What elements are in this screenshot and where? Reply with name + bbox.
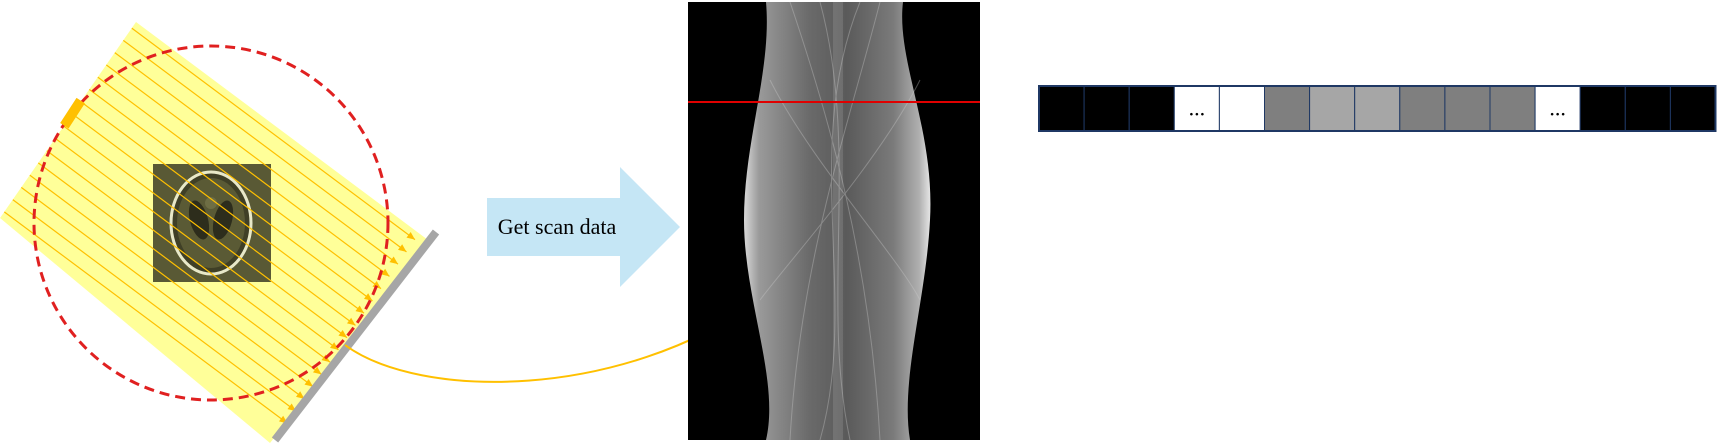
ray-arrow-head xyxy=(295,391,305,399)
phantom-image xyxy=(153,164,271,282)
value-cell xyxy=(1624,85,1671,132)
ray-line xyxy=(63,125,348,339)
sinogram-image xyxy=(688,1,980,441)
ray-line xyxy=(37,162,322,375)
arrow-label: Get scan data xyxy=(498,214,617,239)
ray-arrow-head xyxy=(406,231,415,240)
ray-arrow-head xyxy=(363,293,373,301)
detector-value-row: ...... xyxy=(1038,85,1717,132)
value-cell xyxy=(1489,85,1536,132)
value-cell xyxy=(1083,85,1130,132)
x-ray-rays xyxy=(3,27,416,424)
cell-row-border xyxy=(1038,85,1717,132)
ray-arrow-head xyxy=(338,329,347,338)
value-cell xyxy=(1444,85,1491,132)
value-cell xyxy=(1128,85,1175,132)
value-cell xyxy=(1399,85,1446,132)
ray-arrow-head xyxy=(389,256,398,265)
ray-line xyxy=(97,76,382,290)
ray-arrow-head xyxy=(312,366,322,375)
sinogram-traces xyxy=(759,1,921,441)
ray-line xyxy=(105,64,390,277)
value-cell xyxy=(1309,85,1356,132)
value-cell xyxy=(1218,85,1266,132)
source-orbit xyxy=(32,44,390,402)
ray-arrow-head xyxy=(397,244,407,252)
arrow-shape xyxy=(487,167,680,287)
ray-line xyxy=(131,27,416,241)
ray-arrow-head xyxy=(355,305,364,314)
ray-arrow-head xyxy=(380,268,390,277)
value-cell xyxy=(1669,85,1717,132)
ray-line xyxy=(3,211,288,424)
ray-line xyxy=(71,113,356,326)
ray-arrow-head xyxy=(346,317,356,326)
sinogram-band xyxy=(744,2,931,440)
get-scan-data-arrow: Get scan data xyxy=(487,167,680,287)
ray-arrow-head xyxy=(329,342,339,350)
ray-line xyxy=(80,101,365,314)
ray-line xyxy=(46,150,331,363)
value-cell xyxy=(1354,85,1401,132)
ray-line xyxy=(122,39,407,253)
detector-panel xyxy=(271,229,440,443)
ray-line xyxy=(54,137,339,351)
ellipsis-label: ... xyxy=(1189,96,1206,121)
ray-line xyxy=(114,52,399,265)
x-ray-source xyxy=(60,97,85,129)
value-cell xyxy=(1038,85,1085,132)
value-cell xyxy=(1264,85,1311,132)
ray-line xyxy=(20,186,305,400)
ellipsis-label: ... xyxy=(1549,96,1566,121)
ray-line xyxy=(12,199,297,412)
ray-line xyxy=(88,88,373,302)
ray-arrow-head xyxy=(304,378,313,387)
scanner-geometry xyxy=(0,22,440,443)
ray-line xyxy=(29,174,314,388)
value-cell xyxy=(1579,85,1626,132)
